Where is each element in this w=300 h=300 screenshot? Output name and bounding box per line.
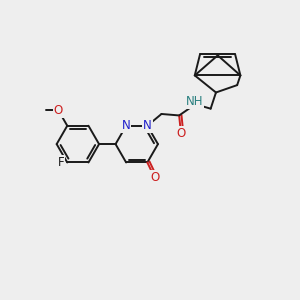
Text: F: F (58, 156, 64, 169)
Text: O: O (54, 104, 63, 117)
Text: N: N (143, 119, 152, 132)
Text: O: O (176, 127, 185, 140)
Text: N: N (122, 119, 130, 132)
Text: NH: NH (185, 95, 203, 108)
Text: O: O (150, 171, 159, 184)
